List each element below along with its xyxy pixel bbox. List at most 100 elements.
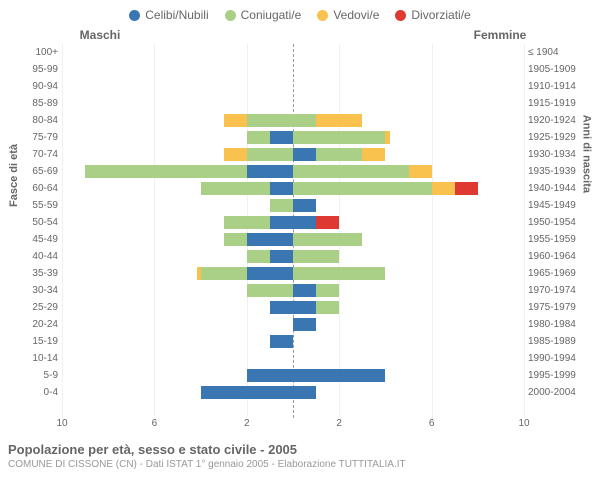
female-side: [293, 182, 524, 195]
female-side: [293, 301, 524, 314]
footer-subtitle: COMUNE DI CISSONE (CN) - Dati ISTAT 1° g…: [8, 459, 600, 470]
age-label: 30-34: [20, 285, 58, 296]
segment-d: [455, 182, 478, 195]
female-side: [293, 80, 524, 93]
pyramid-row: 80-841920-1924: [62, 112, 524, 129]
female-side: [293, 148, 524, 161]
female-side: [293, 250, 524, 263]
segment-d: [316, 216, 339, 229]
birth-label: ≤ 1904: [528, 47, 584, 58]
segment-c: [293, 284, 316, 297]
x-tick: 6: [152, 418, 158, 429]
age-label: 20-24: [20, 319, 58, 330]
female-side: [293, 199, 524, 212]
male-side: [62, 250, 293, 263]
male-side: [62, 216, 293, 229]
pyramid-row: 35-391965-1969: [62, 265, 524, 282]
birth-label: 1975-1979: [528, 302, 584, 313]
bar-group: [62, 301, 524, 314]
birth-label: 1920-1924: [528, 115, 584, 126]
legend-swatch: [225, 10, 236, 21]
birth-label: 1905-1909: [528, 64, 584, 75]
age-label: 95-99: [20, 64, 58, 75]
male-side: [62, 148, 293, 161]
pyramid-row: 0-42000-2004: [62, 384, 524, 401]
segment-co: [247, 114, 293, 127]
birth-label: 1985-1989: [528, 336, 584, 347]
male-side: [62, 114, 293, 127]
legend-swatch: [317, 10, 328, 21]
legend-item: Celibi/Nubili: [129, 8, 208, 22]
segment-c: [270, 182, 293, 195]
segment-c: [270, 250, 293, 263]
segment-c: [293, 216, 316, 229]
age-label: 80-84: [20, 115, 58, 126]
male-side: [62, 131, 293, 144]
bar-group: [62, 165, 524, 178]
age-label: 35-39: [20, 268, 58, 279]
age-label: 0-4: [20, 387, 58, 398]
male-side: [62, 80, 293, 93]
pyramid-row: 65-691935-1939: [62, 163, 524, 180]
legend-label: Celibi/Nubili: [145, 8, 208, 22]
bar-group: [62, 148, 524, 161]
birth-label: 1930-1934: [528, 149, 584, 160]
legend-item: Divorziati/e: [395, 8, 470, 22]
pyramid-row: 45-491955-1959: [62, 231, 524, 248]
male-side: [62, 233, 293, 246]
segment-c: [270, 216, 293, 229]
male-side: [62, 318, 293, 331]
pyramid-row: 25-291975-1979: [62, 299, 524, 316]
legend-item: Vedovi/e: [317, 8, 379, 22]
male-side: [62, 267, 293, 280]
segment-co: [270, 199, 293, 212]
legend-item: Coniugati/e: [225, 8, 302, 22]
age-label: 45-49: [20, 234, 58, 245]
bar-group: [62, 216, 524, 229]
pyramid-row: 90-941910-1914: [62, 78, 524, 95]
segment-v: [385, 131, 390, 144]
female-side: [293, 97, 524, 110]
birth-label: 1945-1949: [528, 200, 584, 211]
footer-title: Popolazione per età, sesso e stato civil…: [8, 442, 600, 457]
bar-group: [62, 131, 524, 144]
female-side: [293, 131, 524, 144]
header-male: Maschi: [0, 28, 250, 42]
birth-label: 1965-1969: [528, 268, 584, 279]
x-tick: 10: [518, 418, 529, 429]
segment-c: [293, 148, 316, 161]
bar-group: [62, 233, 524, 246]
female-side: [293, 63, 524, 76]
gender-headers: Maschi Femmine: [0, 28, 600, 42]
pyramid-row: 10-141990-1994: [62, 350, 524, 367]
legend-label: Coniugati/e: [241, 8, 302, 22]
footer: Popolazione per età, sesso e stato civil…: [8, 442, 600, 470]
segment-co: [293, 267, 385, 280]
segment-c: [293, 301, 316, 314]
x-tick: 2: [336, 418, 342, 429]
segment-v: [224, 114, 247, 127]
segment-co: [316, 284, 339, 297]
segment-co: [316, 148, 362, 161]
segment-c: [293, 199, 316, 212]
segment-co: [316, 301, 339, 314]
female-side: [293, 216, 524, 229]
bar-group: [62, 352, 524, 365]
segment-c: [293, 369, 385, 382]
segment-co: [247, 148, 293, 161]
legend-label: Divorziati/e: [411, 8, 470, 22]
age-label: 100+: [20, 47, 58, 58]
pyramid-rows: 100+≤ 190495-991905-190990-941910-191485…: [62, 44, 524, 401]
segment-v: [316, 114, 362, 127]
x-tick: 2: [244, 418, 250, 429]
bar-group: [62, 318, 524, 331]
birth-label: 1925-1929: [528, 132, 584, 143]
age-label: 25-29: [20, 302, 58, 313]
male-side: [62, 97, 293, 110]
male-side: [62, 369, 293, 382]
birth-label: 1940-1944: [528, 183, 584, 194]
male-side: [62, 63, 293, 76]
x-axis: 10622610: [62, 418, 524, 432]
bar-group: [62, 369, 524, 382]
female-side: [293, 318, 524, 331]
